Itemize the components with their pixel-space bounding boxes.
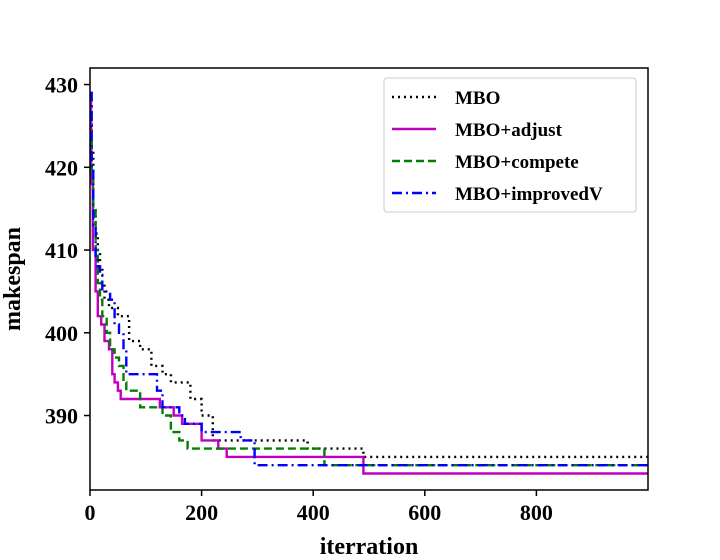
y-axis-ticks: 390 400 410 420 430 [45, 73, 90, 429]
x-tick-label: 400 [297, 500, 330, 525]
legend-label: MBO+adjust [455, 120, 563, 141]
legend: MBO MBO+adjust MBO+compete MBO+improvedV [383, 77, 637, 213]
y-tick-label: 410 [45, 238, 78, 263]
y-tick-label: 420 [45, 155, 78, 180]
legend-box [383, 77, 637, 213]
x-tick-label: 0 [85, 500, 96, 525]
x-axis-label: iterration [320, 534, 419, 560]
y-tick-label: 390 [45, 404, 78, 429]
y-tick-label: 430 [45, 73, 78, 98]
series-layer [89, 91, 648, 475]
y-axis-label: makespan [0, 227, 26, 331]
legend-label: MBO+improvedV [455, 184, 603, 205]
series-line-2 [89, 99, 648, 475]
x-tick-label: 600 [408, 500, 441, 525]
legend-label: MBO+compete [455, 152, 579, 173]
plot-frame [89, 67, 649, 491]
x-tick-label: 800 [520, 500, 553, 525]
y-tick-label: 400 [45, 321, 78, 346]
x-axis-ticks: 0 200 400 600 800 [85, 490, 553, 525]
legend-label: MBO [455, 88, 500, 109]
x-tick-label: 200 [185, 500, 218, 525]
